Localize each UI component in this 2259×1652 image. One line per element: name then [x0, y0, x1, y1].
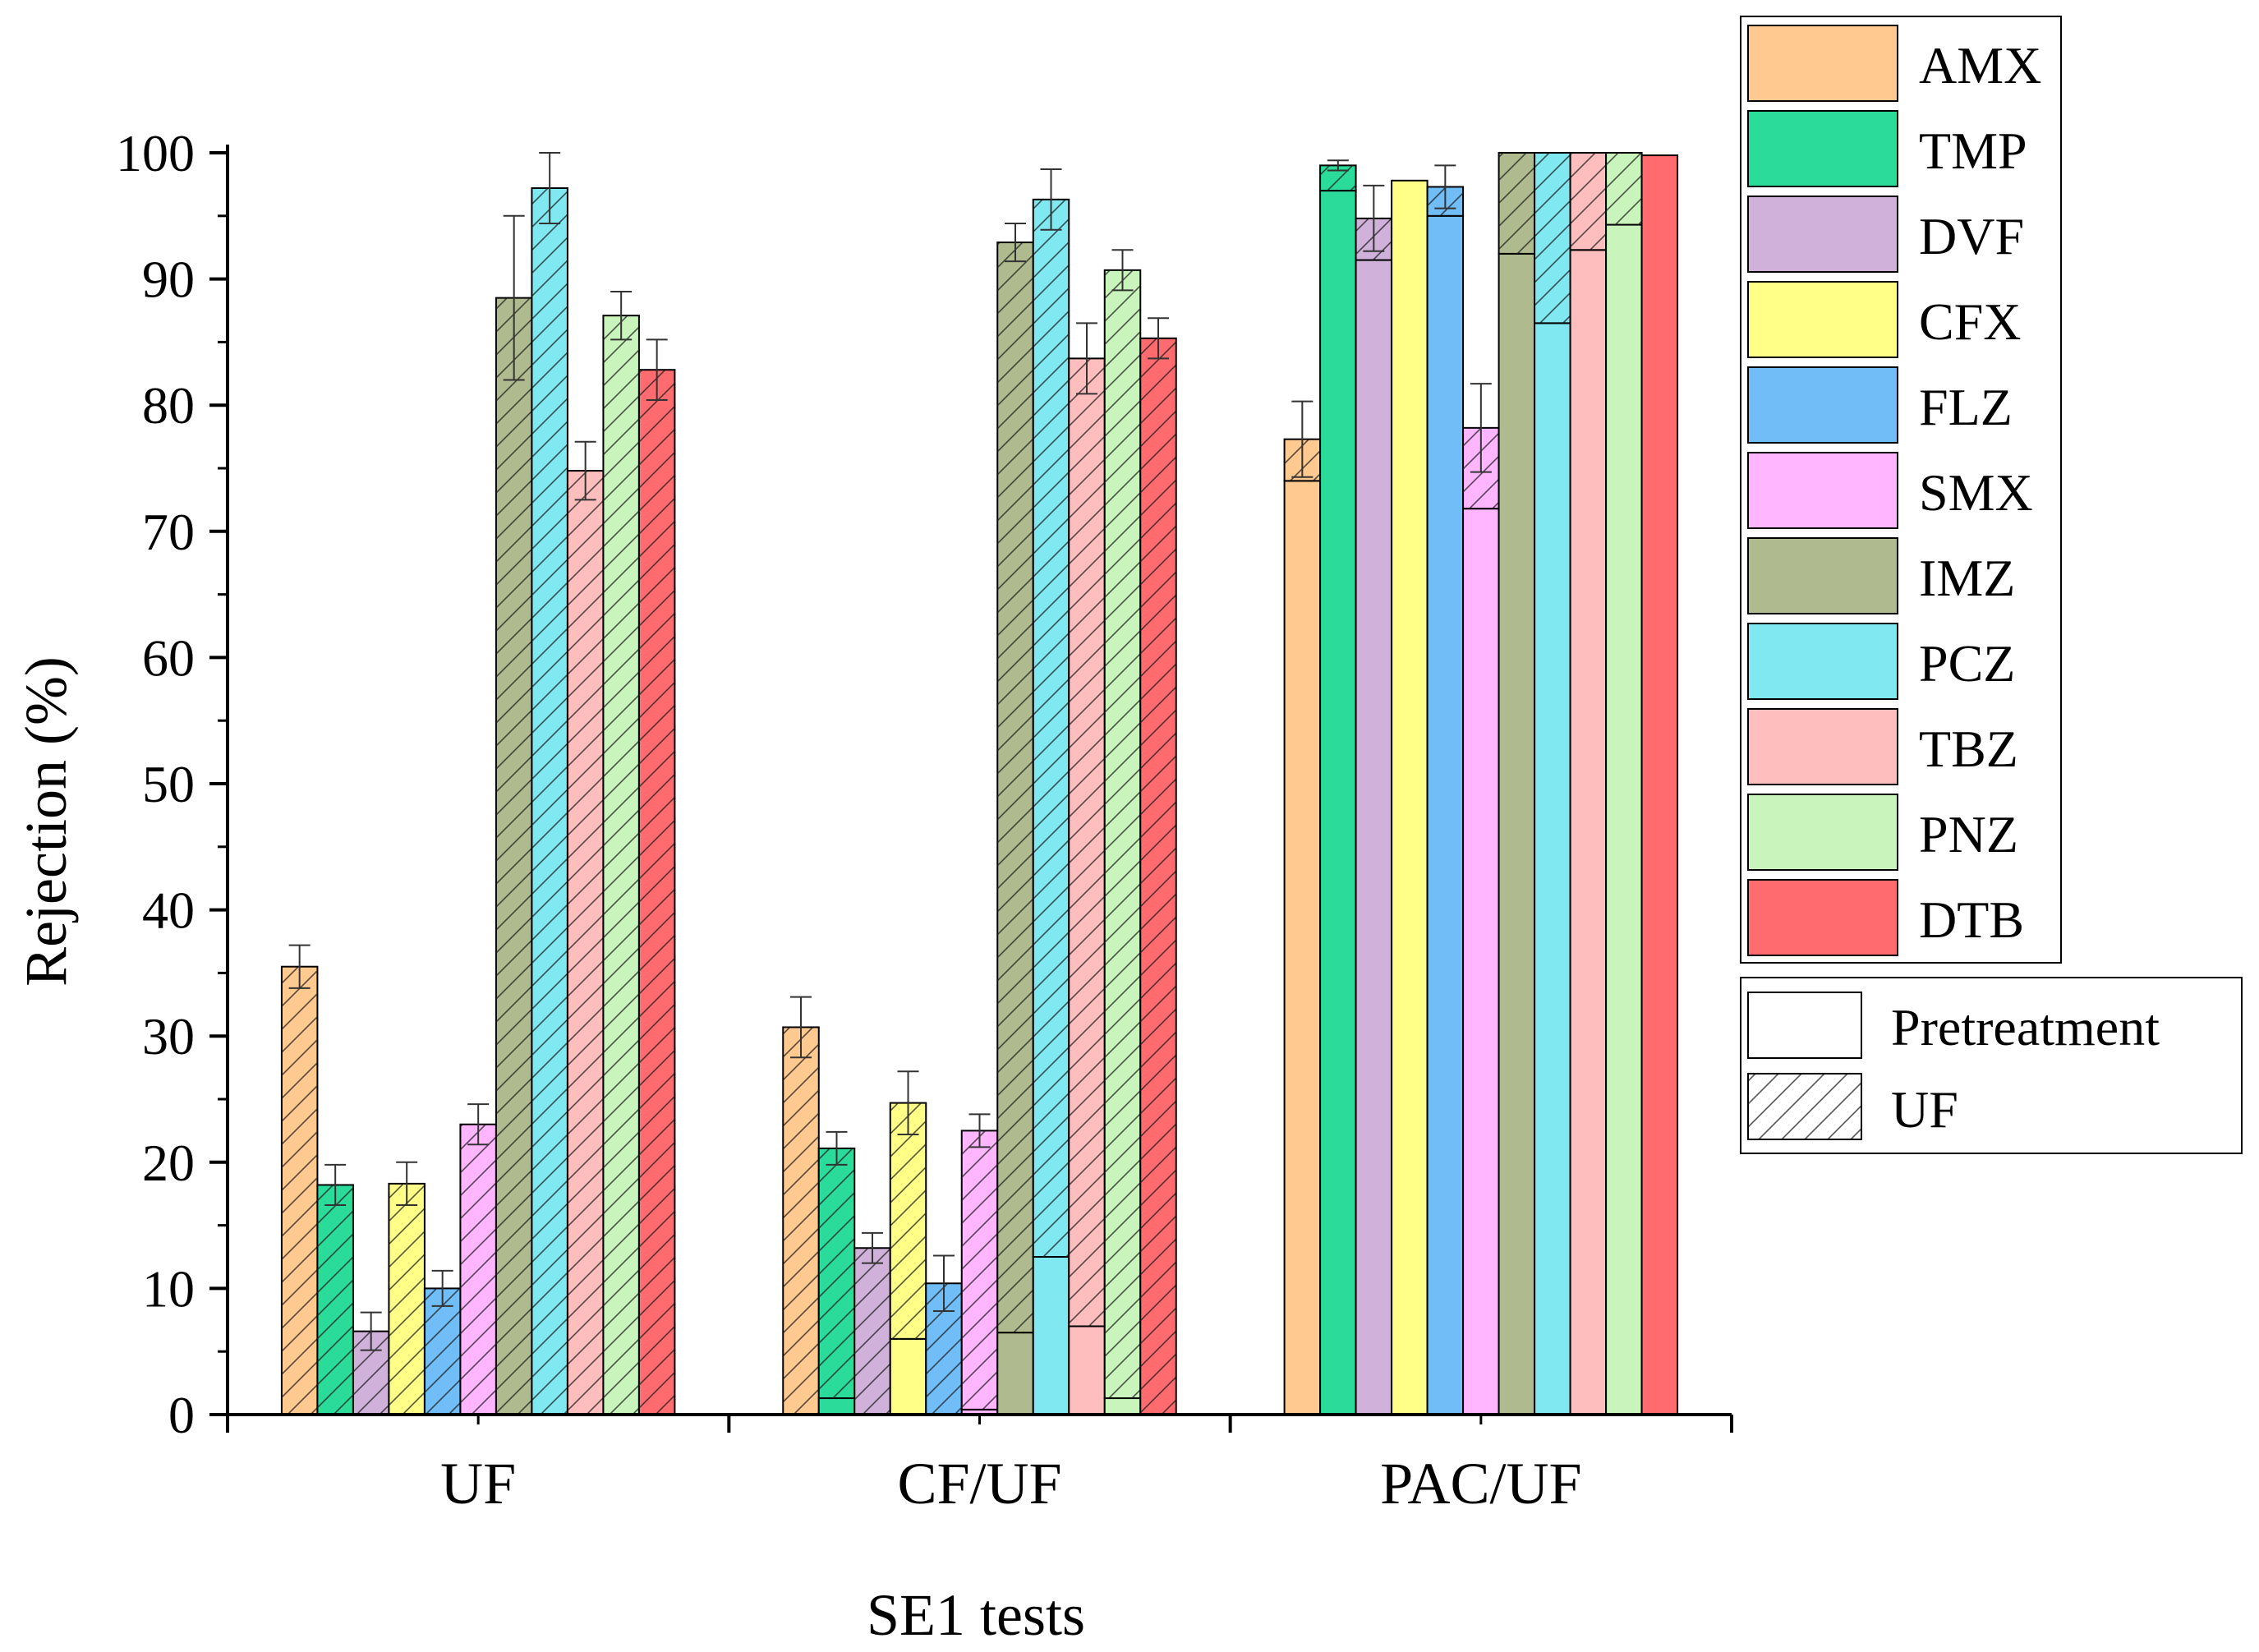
x-ticks: UF CF/UF PAC/UF [226, 1415, 1733, 1516]
bar-dvf-pretreatment [1355, 259, 1393, 1415]
legend-label-flz: FLZ [1919, 378, 2013, 436]
y-tick-label: 70 [142, 503, 195, 561]
series-legend-frame [1740, 16, 2062, 964]
legend-label-tbz: TBZ [1919, 720, 2018, 778]
bar-pnz-uf-hatch [1104, 269, 1141, 1399]
bar-dtb-uf-hatch [1140, 338, 1176, 1415]
bar-pnz-pretreatment [1605, 223, 1643, 1415]
bars-layer [280, 152, 1679, 1416]
legend-swatch-pcz [1747, 623, 1898, 700]
bar-imz-pretreatment [1498, 252, 1536, 1415]
legend-swatch-pnz [1747, 794, 1898, 871]
legend-label-pcz: PCZ [1919, 634, 2015, 693]
legend-swatch-dvf [1747, 196, 1898, 273]
y-tick-label: 50 [142, 755, 195, 813]
bar-tmp-pretreatment [1319, 190, 1357, 1416]
bar-tbz-uf-hatch [567, 471, 604, 1415]
bar-tbz-uf-hatch [1570, 153, 1607, 251]
bar-amx-uf-hatch [783, 1027, 819, 1415]
legend-label-amx: AMX [1919, 36, 2041, 94]
pretreatment-swatch [1747, 992, 1862, 1059]
bar-imz-pretreatment [996, 1332, 1034, 1416]
legend-swatch-flz [1747, 366, 1898, 444]
y-ticks: 0 10 20 30 40 50 60 70 80 90 100 [116, 124, 228, 1444]
uf-hatch-swatch [1747, 1073, 1862, 1140]
bar-tmp-uf-hatch [818, 1148, 855, 1399]
bar-pcz-uf-hatch [531, 188, 568, 1415]
bar-dvf-uf-hatch [854, 1248, 890, 1415]
bar-flz-uf-hatch [424, 1288, 461, 1415]
y-tick-label: 100 [116, 124, 195, 182]
y-tick-label: 20 [142, 1134, 195, 1192]
category-label: CF/UF [897, 1451, 1061, 1516]
legend-swatch-smx [1747, 452, 1898, 529]
pretreatment-legend-label: Pretreatment [1891, 998, 2160, 1056]
legend-label-imz: IMZ [1919, 549, 2015, 607]
bar-tmp-pretreatment [817, 1397, 856, 1415]
bar-tbz-pretreatment [1569, 249, 1608, 1416]
legend-label-pnz: PNZ [1919, 805, 2018, 863]
bar-pcz-uf-hatch [1534, 153, 1571, 324]
y-tick-label: 80 [142, 376, 195, 435]
y-tick-label: 30 [142, 1007, 195, 1065]
legend-swatch-amx [1747, 25, 1898, 102]
y-tick-label: 10 [142, 1259, 195, 1318]
bar-tbz-pretreatment [1068, 1325, 1106, 1415]
uf-legend-label: UF [1891, 1080, 1958, 1139]
bar-tbz-uf-hatch [1069, 358, 1105, 1327]
bar-pcz-pretreatment [1032, 1256, 1070, 1415]
bar-smx-uf-hatch [961, 1130, 998, 1410]
bar-smx-uf-hatch [460, 1124, 496, 1415]
legend-label-tmp: TMP [1919, 122, 2027, 180]
category-label: PAC/UF [1380, 1451, 1582, 1516]
bar-amx-pretreatment [1283, 480, 1322, 1415]
legend-swatch-cfx [1747, 281, 1898, 358]
bar-pcz-pretreatment [1534, 322, 1571, 1415]
bar-flz-pretreatment [1426, 214, 1465, 1415]
legend-label-cfx: CFX [1919, 292, 2022, 351]
bar-pcz-uf-hatch [1033, 199, 1070, 1257]
legend-label-dvf: DVF [1919, 207, 2024, 265]
y-tick-label: 60 [142, 628, 195, 687]
pattern-legend: Pretreatment UF [1740, 977, 2243, 1154]
errorbars-layer [288, 152, 1492, 1351]
bar-pnz-uf-hatch [603, 315, 639, 1415]
bar-cfx-pretreatment [889, 1337, 927, 1415]
bar-pnz-pretreatment [1103, 1397, 1142, 1415]
y-tick-label: 0 [168, 1386, 195, 1444]
y-tick-label: 90 [142, 251, 195, 309]
pattern-legend-frame [1740, 977, 2243, 1154]
legend-swatch-tmp [1747, 110, 1898, 187]
y-tick-label: 40 [142, 881, 195, 940]
legend-swatch-tbz [1747, 708, 1898, 785]
bar-cfx-uf-hatch [389, 1183, 425, 1415]
legend-label-dtb: DTB [1919, 890, 2024, 949]
legend-swatch-imz [1747, 537, 1898, 614]
bar-cfx-pretreatment [1391, 179, 1429, 1416]
bar-cfx-uf-hatch [890, 1102, 927, 1339]
bar-imz-uf-hatch [997, 242, 1033, 1333]
bar-imz-uf-hatch [495, 297, 532, 1415]
bar-tmp-uf-hatch [317, 1185, 353, 1415]
y-axis-title: Rejection (%) [13, 656, 79, 987]
series-legend: AMX TMP DVF CFX FLZ SMX IMZ PCZ TBZ PNZ DTB [1740, 16, 2062, 964]
bar-amx-uf-hatch [281, 966, 318, 1415]
bar-pnz-uf-hatch [1606, 153, 1642, 225]
bar-smx-pretreatment [1462, 508, 1500, 1415]
legend-label-smx: SMX [1919, 463, 2033, 522]
bar-dtb-pretreatment [1640, 154, 1679, 1415]
x-axis-title: SE1 tests [867, 1582, 1085, 1648]
bar-dtb-uf-hatch [638, 370, 675, 1415]
bar-imz-uf-hatch [1498, 153, 1535, 254]
legend-swatch-dtb [1747, 879, 1898, 956]
category-label: UF [440, 1451, 516, 1516]
